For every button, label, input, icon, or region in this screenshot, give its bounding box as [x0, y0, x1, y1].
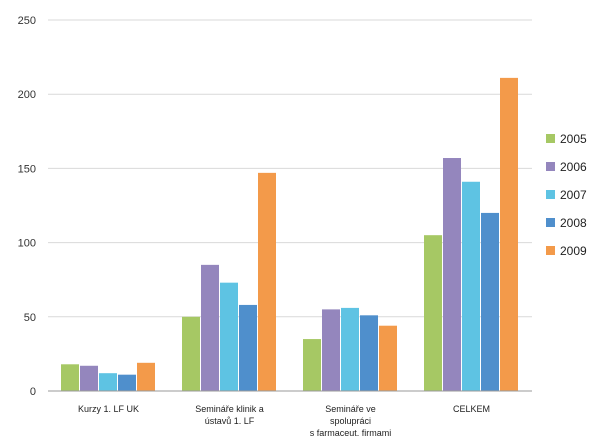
- legend-label-2009: 2009: [560, 244, 587, 258]
- y-tick-label: 0: [30, 386, 36, 398]
- x-category-label: spolupráci: [330, 416, 371, 426]
- y-tick-label: 200: [18, 89, 36, 101]
- x-category-label: Kurzy 1. LF UK: [78, 404, 139, 414]
- bar-2006-3: [443, 158, 461, 391]
- bar-2009-0: [137, 362, 155, 391]
- bar-2007-2: [341, 307, 359, 391]
- x-axis-category-labels: Kurzy 1. LF UK Semináře klinik a ústavů 1.…: [78, 404, 490, 438]
- y-tick-label: 100: [18, 238, 36, 250]
- x-category-label: CELKEM: [453, 404, 490, 414]
- bar-2005-0: [61, 364, 79, 391]
- bar-2009-2: [379, 325, 397, 391]
- bar-2005-2: [303, 339, 321, 391]
- x-category-label: Semináře klinik a: [195, 404, 264, 414]
- bar-2005-1: [182, 316, 200, 391]
- bar-2006-0: [80, 365, 98, 391]
- legend-swatch-2008: [546, 218, 555, 227]
- x-category-label: s farmaceut. firmami: [310, 428, 392, 438]
- y-tick-label: 50: [24, 312, 36, 324]
- legend-label-2008: 2008: [560, 216, 587, 230]
- legend-swatch-2007: [546, 190, 555, 199]
- legend-label-2007: 2007: [560, 188, 587, 202]
- bar-2009-1: [258, 172, 276, 391]
- bar-2008-0: [118, 374, 136, 391]
- bar-2008-2: [360, 315, 378, 391]
- bars: [61, 77, 518, 391]
- legend-swatch-2006: [546, 162, 555, 171]
- x-category-label: ústavů 1. LF: [205, 416, 255, 426]
- bar-2005-3: [424, 235, 442, 391]
- bar-2006-2: [322, 309, 340, 391]
- bar-2008-1: [239, 304, 257, 391]
- bar-2007-1: [220, 282, 238, 391]
- y-tick-label: 150: [18, 163, 36, 175]
- y-axis-tick-labels: 0 50 100 150 200 250: [18, 15, 36, 398]
- bar-2006-1: [201, 264, 219, 391]
- bar-2008-3: [481, 212, 499, 391]
- legend: 2005 2006 2007 2008 2009: [546, 132, 587, 258]
- bar-2007-0: [99, 373, 117, 391]
- legend-label-2006: 2006: [560, 160, 587, 174]
- legend-label-2005: 2005: [560, 132, 587, 146]
- x-category-label: Semináře ve: [325, 404, 376, 414]
- bar-2007-3: [462, 181, 480, 391]
- bar-2009-3: [500, 77, 518, 391]
- y-tick-label: 250: [18, 15, 36, 27]
- legend-swatch-2009: [546, 246, 555, 255]
- legend-swatch-2005: [546, 134, 555, 143]
